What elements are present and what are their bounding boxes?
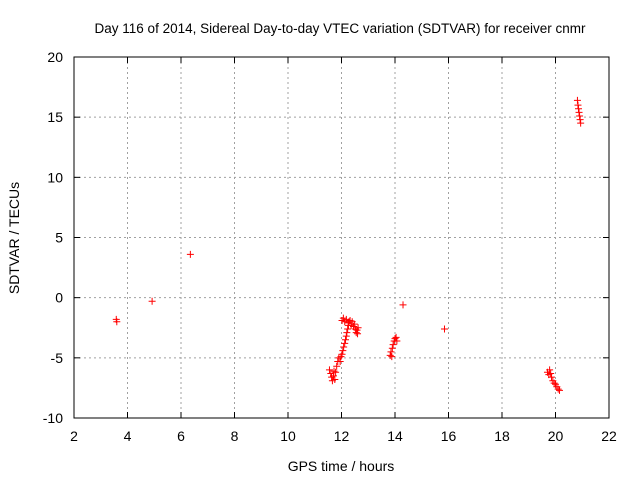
y-tick-label: -5 — [51, 350, 64, 366]
x-axis-label: GPS time / hours — [288, 458, 395, 474]
y-tick-label: 15 — [47, 109, 63, 125]
y-axis-label: SDTVAR / TECUs — [6, 182, 22, 294]
data-point — [325, 366, 333, 374]
x-tick-label: 16 — [441, 428, 457, 444]
x-tick-label: 12 — [334, 428, 350, 444]
data-point — [350, 320, 358, 328]
data-point — [547, 373, 555, 381]
data-point — [186, 250, 194, 258]
y-tick-label: 0 — [55, 290, 63, 306]
data-point — [340, 343, 348, 351]
data-point — [329, 372, 337, 380]
data-point — [341, 339, 349, 347]
x-tick-label: 6 — [177, 428, 185, 444]
x-tick-label: 14 — [387, 428, 403, 444]
data-point — [331, 375, 339, 383]
data-point — [354, 324, 362, 332]
data-point — [575, 108, 583, 116]
data-point — [333, 362, 341, 370]
data-point — [354, 330, 362, 338]
plot-frame — [73, 56, 610, 419]
data-point — [330, 367, 338, 375]
data-point — [577, 119, 585, 127]
x-tick-label: 10 — [280, 428, 296, 444]
points-layer — [112, 96, 585, 394]
data-point — [336, 357, 344, 365]
y-tick-label: 20 — [47, 49, 63, 65]
x-tick-label: 4 — [124, 428, 132, 444]
data-point — [393, 337, 401, 345]
data-point — [574, 101, 582, 109]
data-point — [388, 344, 396, 352]
x-tick-label: 8 — [231, 428, 239, 444]
data-point — [550, 379, 558, 387]
data-point — [339, 347, 347, 355]
data-point — [342, 315, 350, 323]
data-point — [332, 368, 340, 376]
data-point — [575, 105, 583, 113]
x-tick-label: 18 — [494, 428, 510, 444]
data-point — [344, 325, 352, 333]
data-point — [343, 329, 351, 337]
data-point — [576, 112, 584, 120]
data-point — [554, 385, 562, 393]
data-point — [113, 318, 121, 326]
data-point — [388, 353, 396, 361]
data-point — [387, 348, 395, 356]
data-point — [576, 116, 584, 124]
data-point — [339, 314, 347, 322]
data-point — [546, 366, 554, 374]
data-point — [148, 297, 156, 305]
data-point — [338, 350, 346, 358]
grid-layer — [74, 57, 609, 418]
chart-title: Day 116 of 2014, Sidereal Day-to-day VTE… — [95, 21, 586, 36]
data-point — [342, 332, 350, 340]
data-point — [573, 96, 581, 104]
data-point — [556, 386, 564, 394]
axis-layer: 2 4 6 8 10 12 14 16 18 20 22 -10 -5 0 5 10 15 20 — [43, 49, 617, 444]
y-tick-label: 10 — [47, 169, 63, 185]
x-tick-label: 2 — [70, 428, 78, 444]
x-tick-label: 20 — [548, 428, 564, 444]
y-tick-label: -10 — [43, 410, 63, 426]
y-tick-label: 5 — [55, 230, 63, 246]
x-tick-label: 22 — [601, 428, 617, 444]
data-point — [386, 351, 394, 359]
data-point — [392, 333, 400, 341]
data-point — [342, 336, 350, 344]
data-point — [389, 341, 397, 349]
data-point — [440, 325, 448, 333]
data-point — [399, 301, 407, 309]
data-point — [547, 369, 555, 377]
